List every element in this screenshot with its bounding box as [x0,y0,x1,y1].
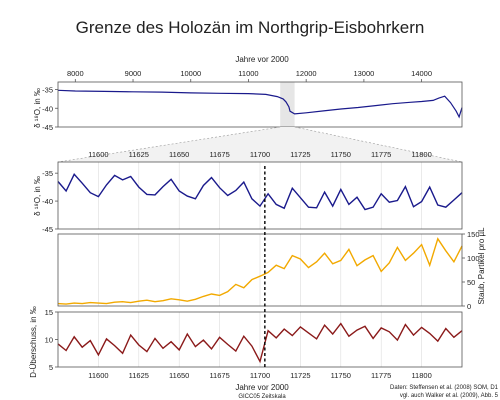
chart-title: Grenze des Holozän im Northgrip-Eisbohrk… [76,18,425,37]
d-excess-y-axis-label: D-Überschuss, in ‰ [29,306,38,378]
d-excess-panel-frame [57,311,463,368]
detail-bottom-x-tick-label: 11625 [129,371,149,380]
detail-bottom-x-tick-label: 11750 [331,371,351,380]
detail-bottom-x-tick-label: 11775 [371,371,391,380]
detail-top-x-tick-label: 11750 [331,150,351,159]
d-excess-y-tick-label: 15 [45,308,53,317]
zoom-connector [58,127,462,162]
dust-y-tick-label: 100 [467,254,480,263]
overview-x-tick-label: 12000 [296,69,317,78]
detail-y-tick-label: -40 [42,197,53,206]
detail-top-x-tick-label: 11650 [169,150,189,159]
dust-y-axis-label: Staub, Partikel pro µL [477,227,486,305]
overview-y-tick-label: -45 [42,123,53,132]
overview-x-tick-label: 13000 [353,69,374,78]
d-excess-line [57,322,463,364]
overview-x-tick-label: 14000 [411,69,432,78]
detail-y-tick-label: -45 [42,225,53,234]
dust-y-tick-label: 50 [467,278,475,287]
detail-y-tick-label: -35 [42,169,53,178]
overview-y-tick-label: -40 [42,104,53,113]
detail-d18o-line [57,173,463,211]
overview-x-tick-label: 11000 [238,69,258,78]
detail-top-x-tick-label: 11700 [250,150,270,159]
d-excess-y-tick-label: 5 [49,363,53,372]
detail-bottom-x-tick-label: 11675 [209,371,229,380]
zoom-connector-left-line [57,126,281,163]
overview-x-tick-label: 9000 [125,69,142,78]
detail-bottom-x-tick-label: 11725 [290,371,310,380]
overview-y-axis-label: δ ¹⁸O, in ‰ [33,88,42,128]
overview-x-tick-label: 8000 [67,69,84,78]
overview-x-tick-label: 10000 [180,69,201,78]
detail-bottom-x-tick-label: 11700 [250,371,270,380]
dust-line [57,237,463,305]
timescale-label: GICC05 Zeitskala [238,394,286,400]
zoom-connector-right-line [294,126,463,163]
dust-y-tick-label: 150 [467,230,480,239]
detail-top-x-tick-label: 11625 [129,150,149,159]
detail-d18o-panel-frame [57,161,463,230]
dust-panel-frame [57,233,463,307]
overview-y-tick-label: -35 [42,86,53,95]
detail-top-x-tick-label: 11600 [88,150,108,159]
overview-panel-frame [57,81,463,128]
source-note-line-1: Daten: Steffensen et al. (2008) SOM, D1 [390,385,499,391]
detail-top-x-tick-label: 11775 [371,150,391,159]
top-x-axis-label: Jahre vor 2000 [235,55,289,64]
detail-top-x-tick-label: 11675 [209,150,229,159]
bottom-x-axis-label: Jahre vor 2000 [235,383,289,392]
detail-bottom-x-tick-label: 11800 [411,371,431,380]
detail-bottom-x-tick-label: 11650 [169,371,189,380]
detail-top-x-tick-label: 11800 [411,150,431,159]
detail-bottom-x-tick-label: 11600 [88,371,108,380]
overview-d18o-line [57,89,463,119]
dust-y-tick-label: 0 [467,302,471,311]
source-note-line-2: vgl. auch Walker et al. (2009), Abb. 5 [400,393,499,399]
detail-y-axis-label: δ ¹⁸O, in ‰ [33,176,42,216]
d-excess-y-tick-label: 10 [45,336,53,345]
detail-top-x-tick-label: 11725 [290,150,310,159]
